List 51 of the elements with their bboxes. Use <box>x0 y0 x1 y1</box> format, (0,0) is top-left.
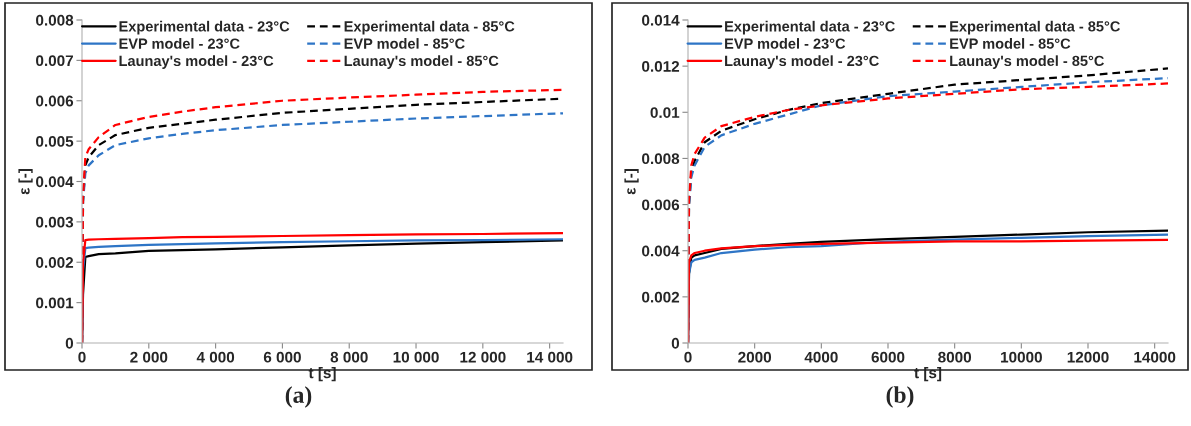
legend-label: EVP model - 23°C <box>119 38 240 49</box>
x-axis-title: t [s] <box>308 366 336 382</box>
y-tick-label: 0.001 <box>36 297 74 309</box>
legend-label: Launay's model - 23°C <box>725 55 879 69</box>
x-tick-label: 6 000 <box>263 351 301 363</box>
y-tick-label: 0.004 <box>642 245 680 257</box>
y-tick-label: 0.012 <box>642 61 680 72</box>
x-tick-label: 14 000 <box>527 351 573 363</box>
y-tick-label: 0.006 <box>642 199 680 211</box>
x-tick-label: 8000 <box>938 351 972 363</box>
x-tick-label: 8 000 <box>330 351 368 363</box>
y-axis-title: ε [-] <box>18 168 33 195</box>
x-tick-label: 10000 <box>1001 351 1042 363</box>
legend-label: Launay's model - 23°C <box>119 55 274 69</box>
y-tick-label: 0.003 <box>36 216 74 228</box>
x-tick-label: 6000 <box>871 351 905 363</box>
legend-label: Launay's model - 85°C <box>950 55 1104 69</box>
legend-label: Experimental data - 85°C <box>950 20 1120 35</box>
y-axis-title: ε [-] <box>624 168 639 195</box>
legend-label: EVP model - 23°C <box>725 38 846 49</box>
legend-label: Experimental data - 85°C <box>344 20 515 35</box>
x-axis-title: t [s] <box>914 366 942 382</box>
y-tick-label: 0 <box>65 337 74 349</box>
x-tick-label: 4000 <box>804 351 838 363</box>
x-tick-label: 10 000 <box>393 351 439 363</box>
y-tick-label: 0.004 <box>36 176 74 188</box>
x-tick-label: 2000 <box>738 351 772 363</box>
legend-label: EVP model - 85°C <box>950 38 1071 49</box>
y-tick-label: 0.008 <box>36 14 74 26</box>
x-tick-label: 0 <box>78 351 86 363</box>
x-tick-label: 12000 <box>1067 351 1109 363</box>
y-tick-label: 0 <box>671 337 680 349</box>
text: (a) <box>285 386 312 408</box>
x-tick-label: 2 000 <box>130 351 168 363</box>
y-tick-label: 0.006 <box>36 95 74 107</box>
x-tick-label: 4 000 <box>196 351 235 363</box>
legend-label: EVP model - 85°C <box>344 38 465 49</box>
legend-label: Experimental data - 23°C <box>725 20 895 35</box>
text: (b) <box>886 386 914 408</box>
y-tick-label: 0.007 <box>36 55 73 67</box>
y-tick-label: 0.002 <box>36 257 74 268</box>
y-tick-label: 0.014 <box>642 14 680 26</box>
y-tick-label: 0.01 <box>650 107 680 118</box>
x-tick-label: 12 000 <box>460 351 506 363</box>
x-tick-label: 14000 <box>1134 351 1176 363</box>
y-tick-label: 0.008 <box>642 153 680 165</box>
x-tick-label: 0 <box>684 351 692 363</box>
y-tick-label: 0.002 <box>642 291 680 303</box>
legend-label: Launay's model - 85°C <box>344 55 499 69</box>
y-tick-label: 0.005 <box>36 135 74 147</box>
legend-label: Experimental data - 23°C <box>119 20 290 35</box>
